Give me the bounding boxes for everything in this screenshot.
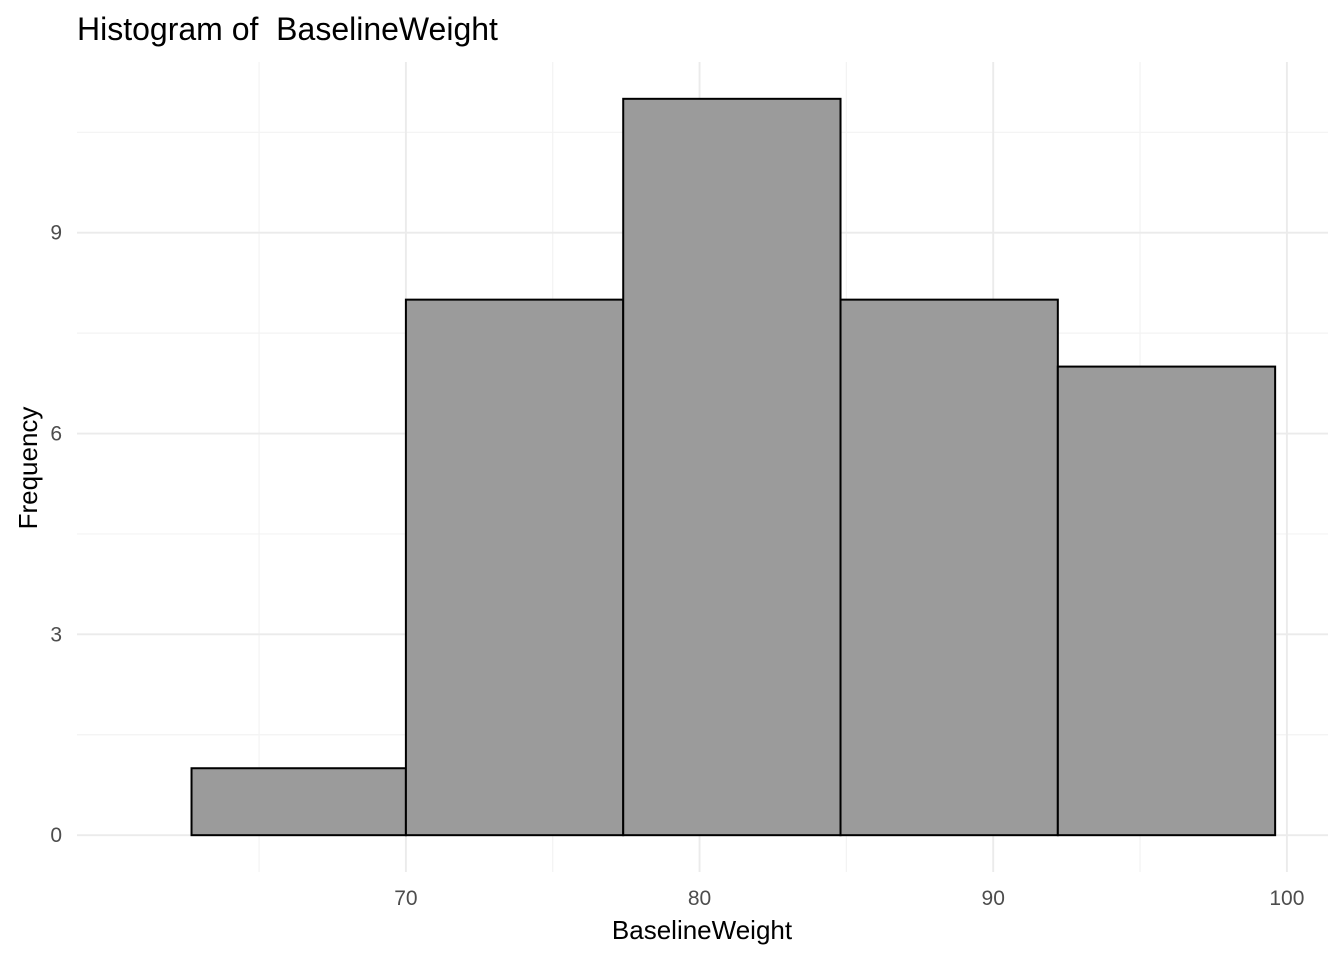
x-tick-label: 70 (394, 887, 417, 910)
histogram-bar-2 (404, 298, 625, 837)
x-tick-label: 100 (1269, 887, 1304, 910)
histogram-bars (190, 97, 1277, 837)
x-tick-label: 90 (982, 887, 1005, 910)
histogram-bar-4 (839, 298, 1059, 837)
x-axis-tick-labels: 70 80 90 100 (394, 887, 1304, 910)
y-tick-label: 9 (50, 222, 62, 245)
chart-title: Histogram of BaselineWeight (77, 11, 498, 47)
histogram-bar-3 (622, 97, 842, 837)
histogram-bar-1 (190, 767, 407, 837)
y-axis-tick-labels: 0 3 6 9 (50, 222, 62, 847)
y-tick-label: 0 (50, 824, 62, 847)
y-tick-label: 6 (50, 423, 62, 446)
y-tick-label: 3 (50, 623, 62, 646)
x-axis-title: BaselineWeight (612, 915, 793, 945)
histogram-bar-5 (1056, 365, 1277, 837)
x-tick-label: 80 (688, 887, 711, 910)
y-axis-title: Frequency (13, 407, 43, 530)
